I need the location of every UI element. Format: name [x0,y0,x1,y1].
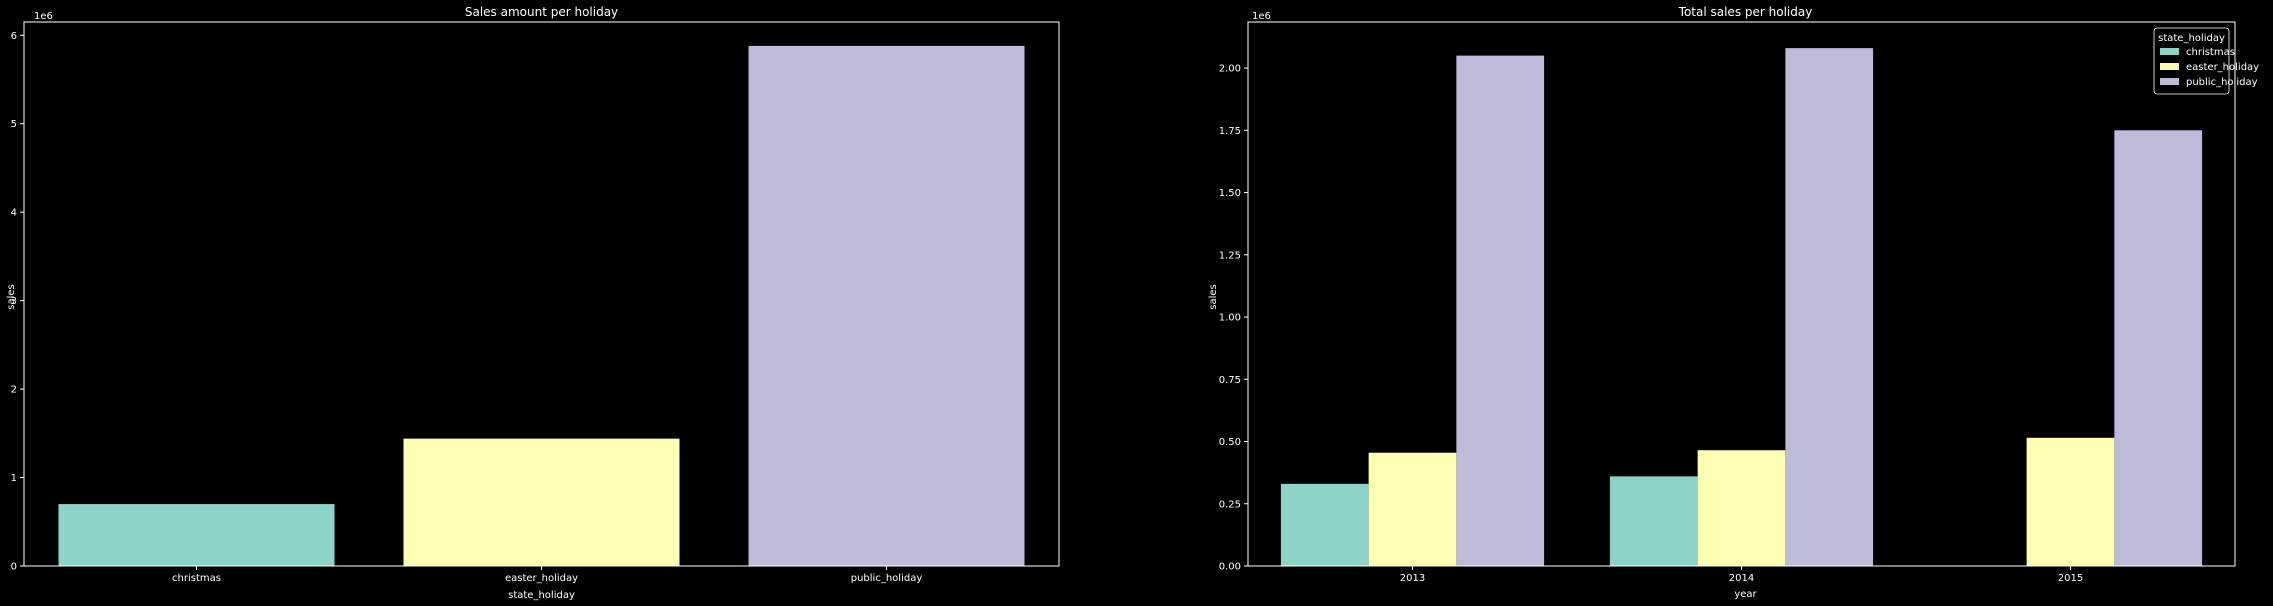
bar [1785,48,1874,567]
bar [1456,55,1545,566]
y-tick-label: 0.75 [1219,375,1241,386]
chart-title: Total sales per holiday [1678,5,1813,19]
x-tick-label: public_holiday [851,573,923,584]
x-axis-label: year [1734,589,1757,600]
y-tick-label: 3 [11,296,17,307]
y-ticks: 0.00 0.25 0.50 0.75 1.00 1.25 1.50 1.75 2.00 [1219,64,1248,573]
y-tick-label: 0 [11,562,17,573]
bar [403,438,680,566]
legend-swatch [2160,63,2179,70]
legend-label: easter_holiday [2186,62,2259,73]
y-tick-label: 0.50 [1219,437,1241,448]
legend-label: public_holiday [2186,77,2258,88]
bar [1280,483,1369,566]
legend-title: state_holiday [2158,33,2225,44]
y-ticks: 0 1 2 3 4 5 6 [11,31,24,573]
legend-swatch [2160,48,2179,55]
legend-box [2153,27,2230,95]
y-tick-label: 5 [11,119,17,130]
x-ticks: 2013 2014 2015 [1400,566,2083,584]
bar [58,504,335,566]
bar [2114,130,2203,566]
y-tick-label: 1 [11,473,17,484]
y-axis-label: sales [1208,284,1219,309]
chart-total-sales-per-holiday: Total sales per holiday 1e6 sales year 0… [1208,5,2259,600]
y-axis-label: sales [6,284,17,309]
plot-frame [1247,21,2236,567]
x-tick-label: 2015 [2058,573,2083,584]
bar [1609,476,1698,566]
y-tick-label: 1.50 [1219,188,1241,199]
legend-label: christmas [2186,47,2235,58]
x-tick-label: christmas [172,573,221,584]
y-tick-label: 0.00 [1219,562,1241,573]
bars [1280,48,2203,567]
y-tick-label: 0.25 [1219,499,1241,510]
legend: state_holiday christmas easter_holidaypub… [2153,27,2259,95]
y-tick-label: 1.25 [1219,250,1241,261]
y-offset-label: 1e6 [34,11,53,22]
bar [748,45,1025,566]
x-tick-label: easter_holiday [505,573,578,584]
legend-swatch [2160,78,2179,85]
bar [2026,437,2115,566]
chart-sales-amount-per-holiday: Sales amount per holiday 1e6 sales state… [6,5,1060,601]
x-tick-label: 2014 [1729,573,1754,584]
y-tick-label: 2 [11,385,17,396]
y-tick-label: 2.00 [1219,64,1241,75]
plot-frame [23,21,1060,567]
bars [58,45,1025,566]
x-ticks: christmas easter_holiday public_holiday [172,566,922,584]
y-tick-label: 1.00 [1219,313,1241,324]
chart-title: Sales amount per holiday [465,5,618,19]
bar [1697,450,1786,566]
y-tick-label: 6 [11,31,17,42]
x-tick-label: 2013 [1400,573,1425,584]
y-tick-label: 4 [11,208,17,219]
x-axis-label: state_holiday [508,590,575,601]
legend-entries: christmas easter_holiday public_holiday [2160,47,2259,88]
bar [1368,452,1457,566]
y-offset-label: 1e6 [1252,11,1271,22]
y-tick-label: 1.75 [1219,126,1241,137]
